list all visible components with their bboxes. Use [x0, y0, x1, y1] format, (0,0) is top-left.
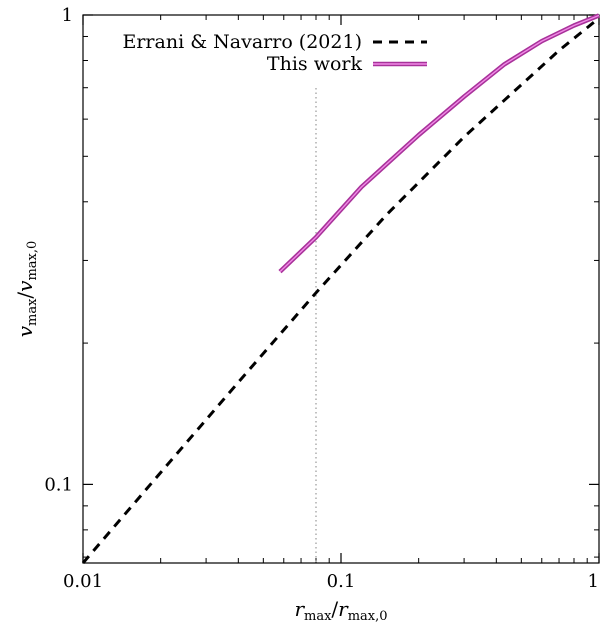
y-tick-label: 0.1	[44, 474, 73, 495]
legend: Errani & Navarro (2021) This work	[122, 31, 427, 75]
x-tick-label: 0.01	[63, 571, 103, 592]
series-errani-navarro-line	[81, 16, 600, 564]
x-tick-label: 1	[588, 571, 599, 592]
y-tick-label: 1	[62, 5, 73, 26]
plot-frame	[82, 14, 600, 564]
legend-entry-this-work-label: This work	[267, 53, 363, 75]
series-this-work	[278, 13, 600, 274]
y-axis-label: vmax/vmax,0	[13, 241, 40, 338]
series-this-work-line-inner	[279, 14, 600, 273]
y-tick-labels: 0.11	[44, 5, 73, 495]
major-ticks	[82, 14, 600, 563]
x-tick-labels: 0.01 0.1 1	[63, 571, 599, 592]
x-tick-label: 0.1	[327, 571, 356, 592]
legend-entry-errani-navarro-label: Errani & Navarro (2021)	[122, 31, 362, 53]
x-axis-label: rmax/rmax,0	[294, 597, 387, 624]
minor-ticks	[83, 15, 599, 563]
